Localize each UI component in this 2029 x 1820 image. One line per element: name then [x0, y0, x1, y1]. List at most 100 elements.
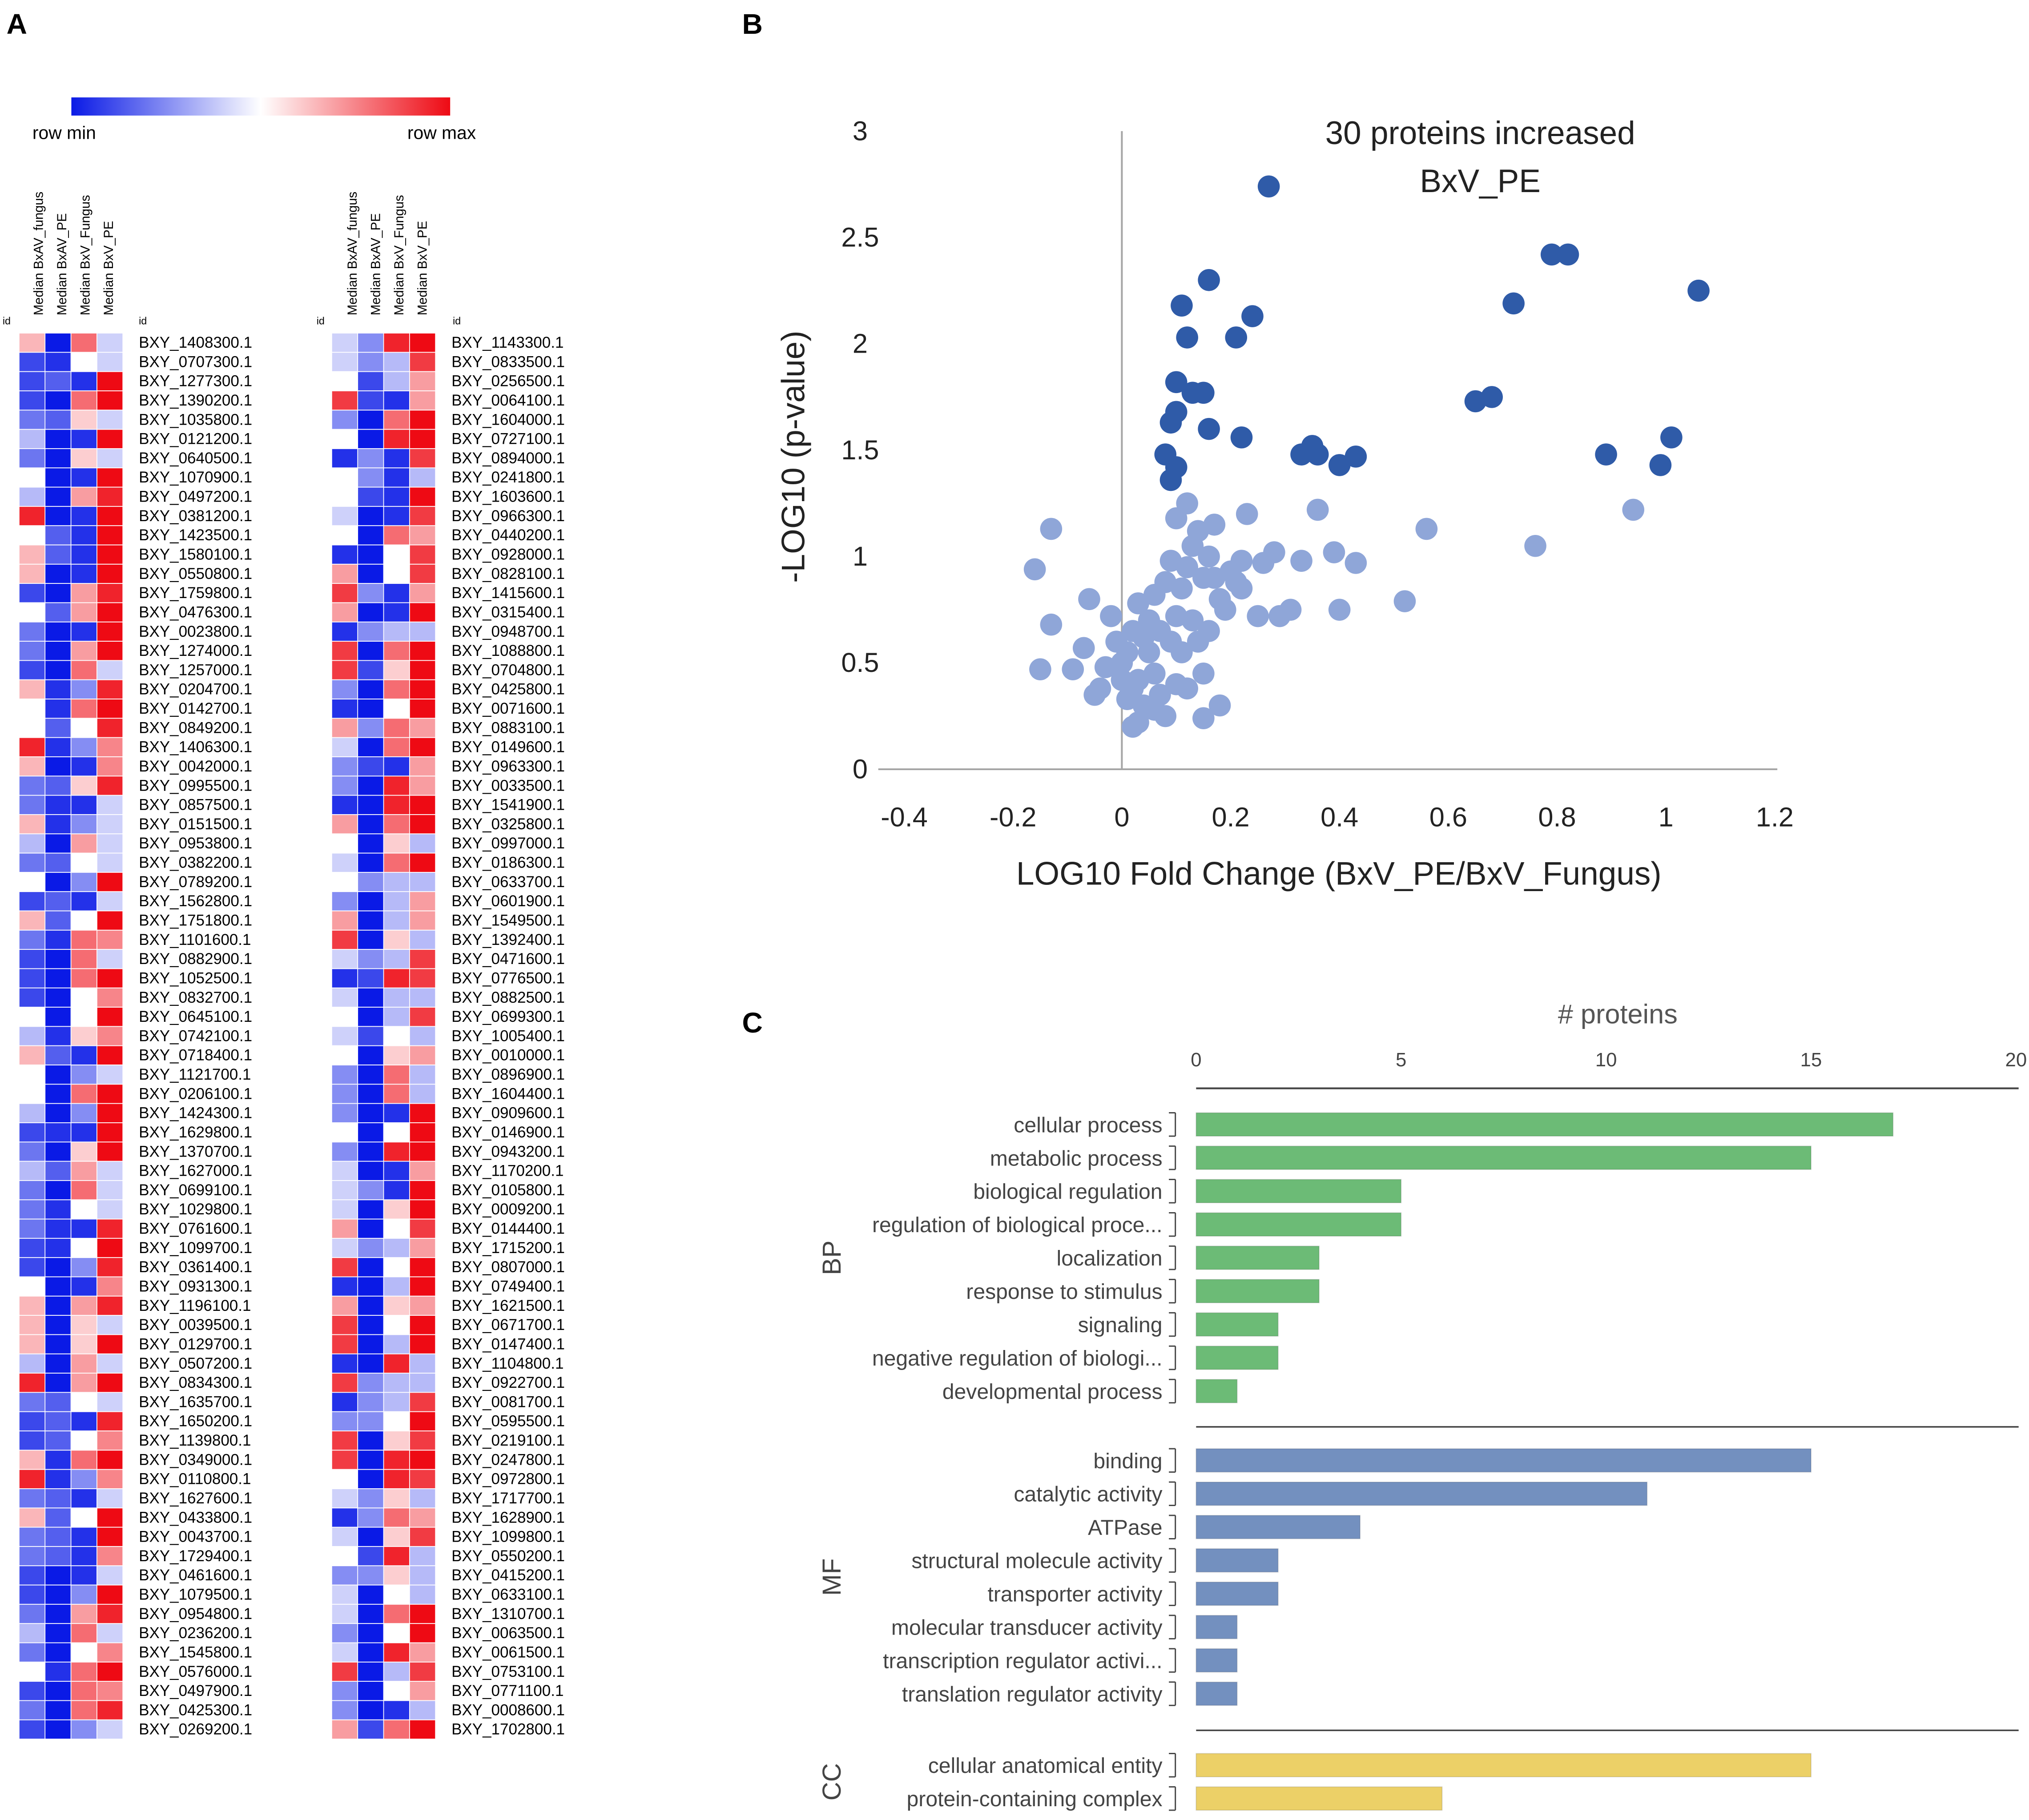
left-col-header-1: Median BxAV_fungus	[32, 192, 46, 315]
heatmap-cell	[71, 834, 97, 853]
heatmap-cell	[97, 757, 123, 776]
heatmap-cell	[332, 1508, 358, 1527]
heatmap-cell	[71, 353, 97, 371]
protein-id-label: BXY_0704800.1	[451, 661, 565, 679]
protein-id-label: BXY_0425800.1	[451, 681, 565, 698]
protein-id-label: BXY_1121700.1	[139, 1066, 251, 1083]
heatmap-cell	[384, 1585, 409, 1604]
heatmap-cell	[358, 834, 383, 853]
heatmap-cell	[71, 487, 97, 506]
scatter-point-nonsignificant	[1078, 588, 1100, 611]
heatmap-cell	[97, 1296, 123, 1315]
scatter-point-nonsignificant	[1122, 677, 1144, 700]
protein-id-label: BXY_0997000.1	[451, 835, 565, 852]
heatmap-cell	[45, 1142, 71, 1161]
protein-id-label: BXY_0761600.1	[139, 1220, 252, 1237]
heatmap-cell	[410, 449, 435, 468]
heatmap-cell	[71, 853, 97, 872]
heatmap-cell	[358, 1161, 383, 1180]
scatter-point-significant	[1198, 418, 1220, 440]
heatmap-cell	[19, 1701, 45, 1720]
heatmap-cell	[332, 699, 358, 718]
bar-mf	[1196, 1515, 1361, 1539]
heatmap-cell	[384, 468, 409, 487]
heatmap-cell	[332, 969, 358, 988]
protein-id-label: BXY_0595500.1	[451, 1413, 565, 1430]
protein-id-label: BXY_0834300.1	[139, 1374, 252, 1391]
right-id-list-label: id	[453, 315, 461, 327]
left-col-header-3: Median BxV_Fungus	[78, 195, 93, 315]
heatmap-cell	[45, 372, 71, 390]
heatmap-cell	[71, 1219, 97, 1238]
heatmap-cell	[19, 1643, 45, 1662]
heatmap-cell	[19, 1142, 45, 1161]
heatmap-cell	[358, 930, 383, 949]
heatmap-cell	[19, 1027, 45, 1045]
heatmap-cell	[358, 372, 383, 390]
heatmap-cell	[410, 1373, 435, 1392]
scatter-point-nonsignificant	[1127, 592, 1149, 615]
protein-id-label: BXY_1274000.1	[139, 642, 252, 659]
heatmap-cell	[71, 1720, 97, 1739]
heatmap-cell	[358, 1701, 383, 1720]
x-tick-label: 1	[1659, 802, 1674, 832]
scatter-point-nonsignificant	[1622, 498, 1645, 521]
heatmap-cell	[45, 1027, 71, 1045]
heatmap-cell	[384, 1393, 409, 1411]
protein-id-label: BXY_0433800.1	[139, 1509, 252, 1526]
heatmap-cell	[384, 1431, 409, 1450]
protein-id-label: BXY_0849200.1	[139, 719, 252, 736]
heatmap-cell	[332, 719, 358, 737]
scatter-point-nonsignificant	[1247, 605, 1269, 627]
protein-id-label: BXY_0749400.1	[451, 1278, 565, 1295]
heatmap-cell	[97, 1200, 123, 1219]
heatmap-cell	[332, 1604, 358, 1623]
heatmap-cell	[71, 1354, 97, 1373]
heatmap-cell	[332, 1258, 358, 1277]
protein-id-label: BXY_0381200.1	[139, 507, 252, 525]
protein-id-label: BXY_0497200.1	[139, 488, 252, 506]
heatmap-cell	[71, 1489, 97, 1508]
protein-id-label: BXY_1751800.1	[139, 912, 252, 929]
heatmap-cell	[410, 1123, 435, 1142]
heatmap-cell	[410, 1065, 435, 1084]
heatmap-cell	[410, 1200, 435, 1219]
heatmap-cell	[19, 1238, 45, 1258]
protein-id-label: BXY_0828100.1	[451, 565, 565, 583]
heatmap-cell	[97, 353, 123, 371]
heatmap-cell	[45, 1296, 71, 1315]
bar-category-label: translation regulator activity	[902, 1683, 1163, 1707]
heatmap-cell	[71, 930, 97, 949]
bar-category-label: transporter activity	[987, 1583, 1162, 1607]
protein-id-label: BXY_1629800.1	[139, 1124, 252, 1141]
scatter-point-nonsignificant	[1159, 550, 1182, 572]
heatmap-cell	[45, 1354, 71, 1373]
heatmap-cell	[45, 719, 71, 737]
heatmap-cell	[332, 641, 358, 660]
heatmap-cell	[410, 1277, 435, 1296]
heatmap-cell	[410, 1161, 435, 1180]
heatmap-cell	[358, 1065, 383, 1084]
protein-id-label: BXY_1650200.1	[139, 1413, 252, 1430]
heatmap-cell	[358, 911, 383, 930]
scatter-point-significant	[1328, 454, 1351, 476]
bar-chart-title: # proteins	[1558, 999, 1678, 1029]
heatmap-cell	[384, 930, 409, 949]
heatmap-cell	[71, 1412, 97, 1431]
heatmap-cell	[358, 1316, 383, 1334]
heatmap-cell	[97, 468, 123, 487]
heatmap-cell	[410, 1296, 435, 1315]
scatter-point-nonsignificant	[1143, 583, 1166, 606]
protein-id-label: BXY_1029800.1	[139, 1201, 252, 1218]
heatmap-cell	[97, 738, 123, 756]
heatmap-cell	[97, 1373, 123, 1392]
scatter-point-nonsignificant	[1023, 558, 1046, 581]
heatmap-cell	[358, 699, 383, 718]
heatmap-cell	[384, 641, 409, 660]
heatmap-cell	[410, 930, 435, 949]
heatmap-cell	[332, 988, 358, 1007]
heatmap-cell	[19, 410, 45, 429]
heatmap-cell	[97, 1547, 123, 1566]
heatmap-cell	[71, 372, 97, 390]
protein-id-label: BXY_0129700.1	[139, 1335, 252, 1353]
